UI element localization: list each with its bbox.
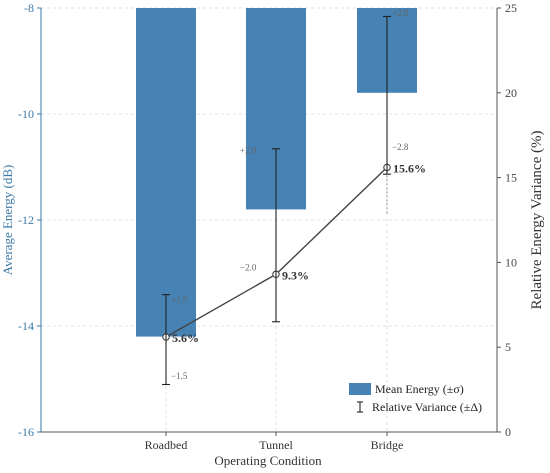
error-plus-label: +2.0: [240, 145, 257, 155]
right-axis-title: Relative Energy Variance (%): [529, 131, 545, 310]
right-tick-label: 0: [505, 425, 511, 439]
left-tick-label: -16: [18, 425, 34, 439]
error-plus-label: +1.5: [171, 295, 188, 305]
right-tick-label: 20: [505, 86, 517, 100]
x-tick-label: Roadbed: [145, 438, 188, 452]
legend-bar-swatch: [349, 383, 371, 395]
legend-bar-label: Mean Energy (±σ): [375, 382, 464, 396]
right-tick-label: 5: [505, 340, 511, 354]
axes: -16 -14 -12 -10 -8 0 5 10 15 20 25 Roadbed Tunnel Bri…: [0, 1, 545, 468]
x-tick-label: Tunnel: [259, 438, 293, 452]
error-bars: [162, 15, 391, 386]
right-tick-label: 25: [505, 1, 517, 15]
left-axis-title: Average Energy (dB): [0, 165, 15, 276]
error-minus-label: −2.8: [392, 142, 409, 152]
x-tick-label: Bridge: [371, 438, 404, 452]
right-tick-label: 15: [505, 171, 517, 185]
value-label: 9.3%: [282, 268, 309, 282]
legend-variance-label: Relative Variance (±Δ): [372, 400, 482, 414]
error-minus-label: −1.5: [171, 371, 188, 381]
value-label: 5.6%: [172, 331, 199, 345]
labels: 5.6% 9.3% 15.6% +1.5 +2.0 +2.8 −1.5 −2.0 −2.8: [171, 8, 426, 381]
error-plus-label: +2.8: [392, 8, 409, 18]
left-tick-label: -10: [18, 107, 34, 121]
error-minus-label: −2.0: [240, 262, 257, 272]
left-tick-label: -14: [18, 319, 34, 333]
right-tick-label: 10: [505, 255, 517, 269]
legend: Mean Energy (±σ) Relative Variance (±Δ): [349, 382, 482, 414]
bars: [136, 8, 417, 337]
x-axis-title: Operating Condition: [214, 453, 322, 468]
bar-roadbed: [136, 8, 196, 337]
left-tick-label: -8: [24, 1, 34, 15]
value-label: 15.6%: [393, 161, 426, 175]
left-tick-label: -12: [18, 213, 34, 227]
